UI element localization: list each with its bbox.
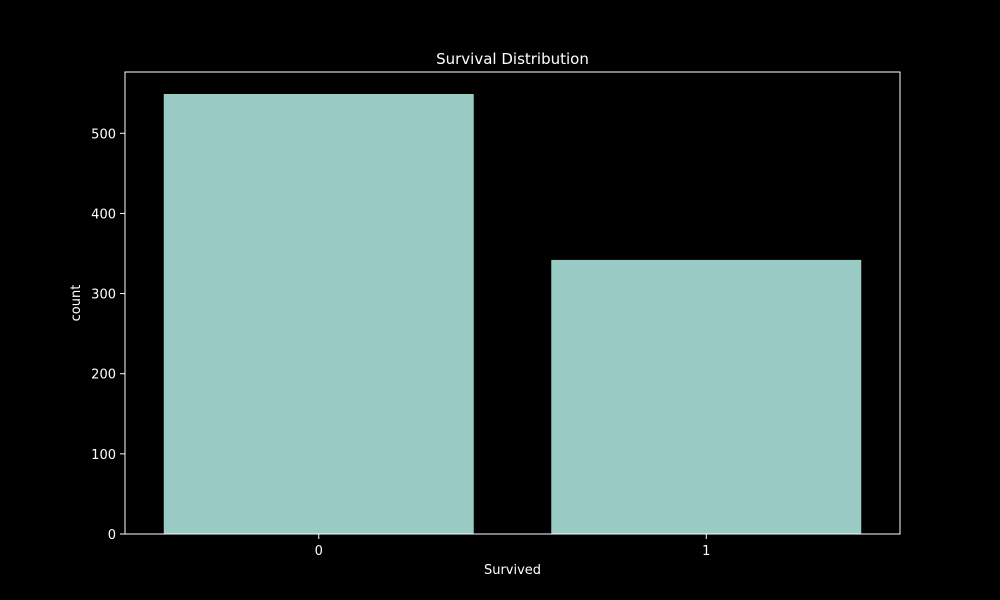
x-axis-label: Survived (484, 563, 541, 578)
bar-1 (551, 259, 862, 534)
x-tick-label: 1 (702, 544, 710, 559)
y-tick-label: 200 (91, 368, 116, 383)
plot-frame (124, 71, 901, 535)
y-axis-label: count (69, 285, 84, 322)
bars-layer (163, 94, 862, 534)
y-tick-label: 0 (108, 528, 116, 543)
y-tick-label: 300 (91, 288, 116, 303)
y-tick-label: 400 (91, 207, 116, 222)
ticks-layer: 0 1 0 100 200 300 400 500 (91, 127, 710, 559)
y-tick-label: 100 (91, 448, 116, 463)
chart-title: Survival Distribution (436, 50, 589, 68)
x-tick-label: 0 (315, 544, 323, 559)
y-tick-label: 500 (91, 127, 116, 142)
bar-0 (163, 94, 474, 534)
